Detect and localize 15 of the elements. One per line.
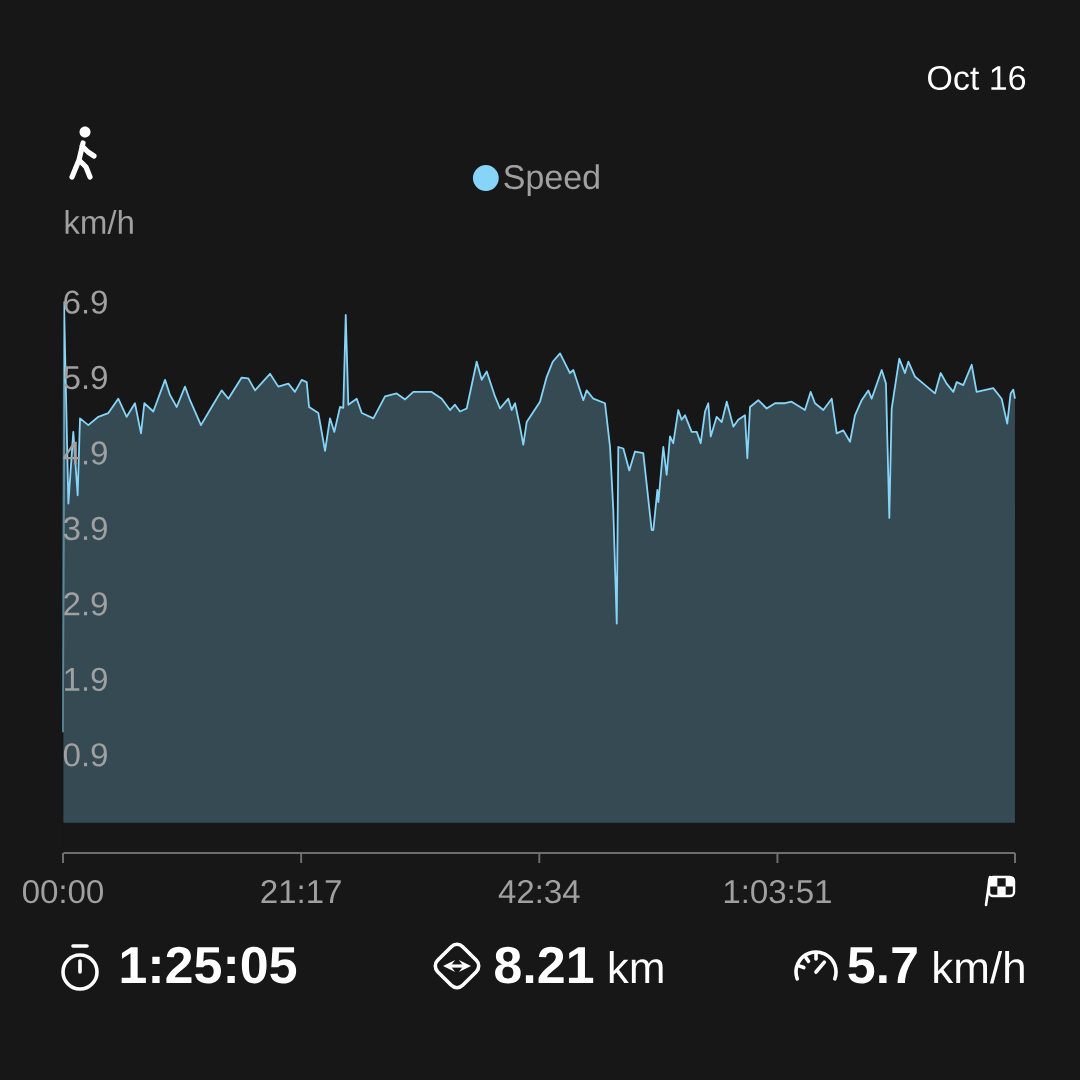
y-tick-label: 0.9 bbox=[63, 743, 107, 767]
x-tick-label: 42:34 bbox=[498, 879, 580, 904]
y-tick-label: 3.9 bbox=[63, 516, 107, 541]
y-tick-label: 1.9 bbox=[65, 667, 107, 692]
x-tick-label: 00:00 bbox=[23, 879, 103, 904]
text: 1:25:05 bbox=[121, 946, 297, 984]
legend-label: Speed bbox=[504, 164, 599, 196]
x-tick-label: 1:03:51 bbox=[724, 879, 831, 904]
text: 5.7 km/h bbox=[848, 947, 1024, 984]
y-axis-title: km/h bbox=[65, 209, 133, 235]
y-tick-label: 2.9 bbox=[64, 592, 107, 616]
text: 8.21 km bbox=[495, 946, 663, 984]
x-tick-label: 21:17 bbox=[261, 879, 341, 903]
text: Oct 16 bbox=[928, 65, 1026, 91]
y-tick-label: 6.9 bbox=[64, 290, 107, 314]
